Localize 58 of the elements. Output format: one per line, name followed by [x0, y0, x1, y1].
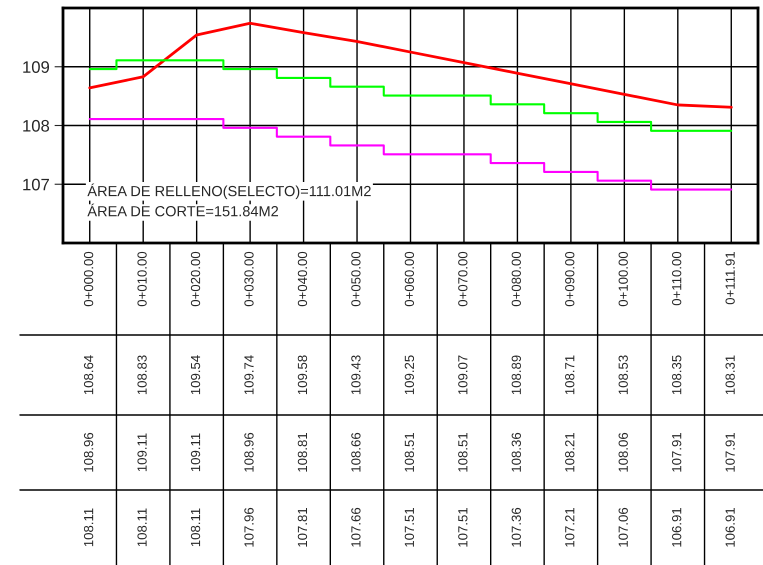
data-label: 108.71: [565, 355, 574, 394]
data-label: 109.11: [190, 433, 200, 472]
y-tick-label: 108: [23, 120, 50, 132]
data-label: 108.36: [512, 432, 521, 472]
x-tick-label: 0+010.00: [137, 252, 147, 306]
data-label: 107.51: [458, 508, 468, 547]
data-label: 107.81: [298, 508, 308, 547]
data-label: 107.91: [672, 432, 682, 472]
data-label: 108.64: [84, 355, 94, 394]
data-label: 108.21: [565, 432, 574, 472]
data-label: 108.51: [458, 432, 468, 472]
data-label: 108.81: [298, 432, 308, 472]
line-series: [88, 22, 733, 109]
x-tick-label: 0+110.00: [672, 252, 682, 306]
data-label: 108.96: [244, 432, 254, 472]
data-label: 109.58: [298, 355, 308, 394]
data-label: 108.31: [725, 355, 735, 394]
x-tick-label: 0+090.00: [565, 252, 574, 306]
data-label: 107.06: [618, 508, 628, 547]
data-label: 107.66: [351, 508, 361, 547]
x-tick-label: 0+040.00: [298, 252, 308, 306]
data-label: 107.96: [244, 508, 254, 547]
x-tick-label: 0+070.00: [458, 252, 468, 306]
data-label: 108.96: [84, 432, 94, 472]
data-label: 107.21: [565, 508, 574, 547]
data-label: 107.51: [404, 508, 414, 547]
x-tick-label: 0+111.91: [725, 252, 735, 304]
data-label: 109.43: [351, 355, 361, 394]
data-label: 108.83: [137, 355, 147, 394]
data-label: 109.07: [458, 355, 468, 394]
data-label: 108.89: [512, 355, 521, 394]
x-tick-label: 0+080.00: [512, 252, 521, 306]
data-label: 108.06: [618, 432, 628, 472]
x-tick-label: 0+060.00: [404, 252, 414, 306]
data-label: 108.66: [351, 432, 361, 472]
data-label: 107.36: [512, 508, 521, 547]
data-label: 106.91: [725, 508, 735, 547]
data-label: 109.74: [244, 355, 254, 394]
data-label: 108.53: [618, 355, 628, 394]
data-label: 108.11: [137, 508, 147, 546]
x-tick-label: 0+100.00: [618, 252, 628, 306]
annotation: ÁREA DE CORTE=151.84M2: [87, 204, 278, 216]
data-label: 109.54: [190, 355, 200, 394]
data-label: 108.11: [84, 508, 94, 546]
data-label: 108.35: [672, 355, 682, 394]
y-tick-label: 107: [23, 178, 49, 190]
x-tick-label: 0+030.00: [244, 252, 254, 306]
data-label: 109.11: [137, 433, 147, 472]
x-tick-label: 0+000.00: [84, 252, 94, 306]
data-label: 107.91: [725, 432, 735, 472]
x-tick-label: 0+050.00: [351, 252, 361, 306]
x-tick-label: 0+020.00: [190, 252, 200, 306]
data-label: 106.91: [672, 508, 682, 547]
data-label: 109.25: [404, 355, 414, 394]
y-tick-label: 109: [23, 61, 50, 73]
data-label: 108.11: [190, 508, 200, 546]
data-label: 108.51: [404, 432, 414, 472]
annotation: ÁREA DE RELLENO(SELECTO)=111.01M2: [87, 183, 371, 200]
